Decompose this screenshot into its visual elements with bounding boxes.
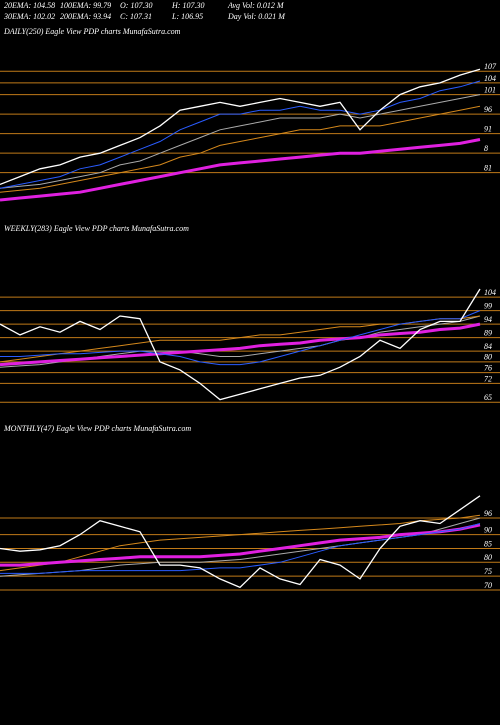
y-tick-label: 80	[484, 353, 492, 362]
series-line	[0, 495, 481, 589]
y-tick-label: 90	[484, 525, 492, 534]
y-tick-label: 72	[484, 374, 492, 383]
y-tick-label: 107	[484, 62, 497, 71]
series-line	[0, 523, 481, 567]
panel-title: DAILY(250) Eagle View PDP charts MunafaS…	[3, 27, 181, 36]
header-stat: L: 106.95	[171, 12, 203, 21]
header-stat: O: 107.30	[120, 1, 152, 10]
y-tick-label: 99	[484, 301, 492, 310]
header-stat: 100EMA: 99.79	[60, 1, 111, 10]
series-line	[0, 68, 481, 186]
series-line	[0, 514, 481, 572]
y-tick-label: 8	[484, 144, 488, 153]
series-line	[0, 138, 481, 202]
y-tick-label: 104	[484, 74, 496, 83]
y-tick-label: 91	[484, 124, 492, 133]
series-line	[0, 322, 481, 367]
header-stat: 20EMA: 104.58	[4, 1, 55, 10]
y-tick-label: 84	[484, 342, 492, 351]
header-stat: H: 107.30	[171, 1, 204, 10]
panel-title: MONTHLY(47) Eagle View PDP charts Munafa…	[3, 424, 191, 433]
y-tick-label: 96	[484, 509, 492, 518]
header-stat: 200EMA: 93.94	[60, 12, 111, 21]
series-line	[0, 105, 481, 193]
y-tick-label: 80	[484, 553, 492, 562]
series-line	[0, 94, 481, 189]
y-tick-label: 101	[484, 85, 496, 94]
series-line	[0, 310, 481, 366]
y-tick-label: 85	[484, 539, 492, 548]
y-tick-label: 81	[484, 164, 492, 173]
y-tick-label: 65	[484, 393, 492, 402]
header-stat: 30EMA: 102.02	[3, 12, 55, 21]
header-stat: Avg Vol: 0.012 M	[227, 1, 285, 10]
series-line	[0, 80, 481, 189]
y-tick-label: 75	[484, 567, 492, 576]
y-tick-label: 76	[484, 363, 492, 372]
y-tick-label: 89	[484, 328, 492, 337]
y-tick-label: 70	[484, 581, 492, 590]
series-line	[0, 288, 481, 401]
header-stat: Day Vol: 0.021 M	[227, 12, 286, 21]
header-stat: C: 107.31	[120, 12, 152, 21]
series-line	[0, 523, 481, 574]
y-tick-label: 94	[484, 315, 492, 324]
panel-title: WEEKLY(283) Eagle View PDP charts Munafa…	[4, 224, 189, 233]
y-tick-label: 96	[484, 105, 492, 114]
y-tick-label: 104	[484, 288, 496, 297]
